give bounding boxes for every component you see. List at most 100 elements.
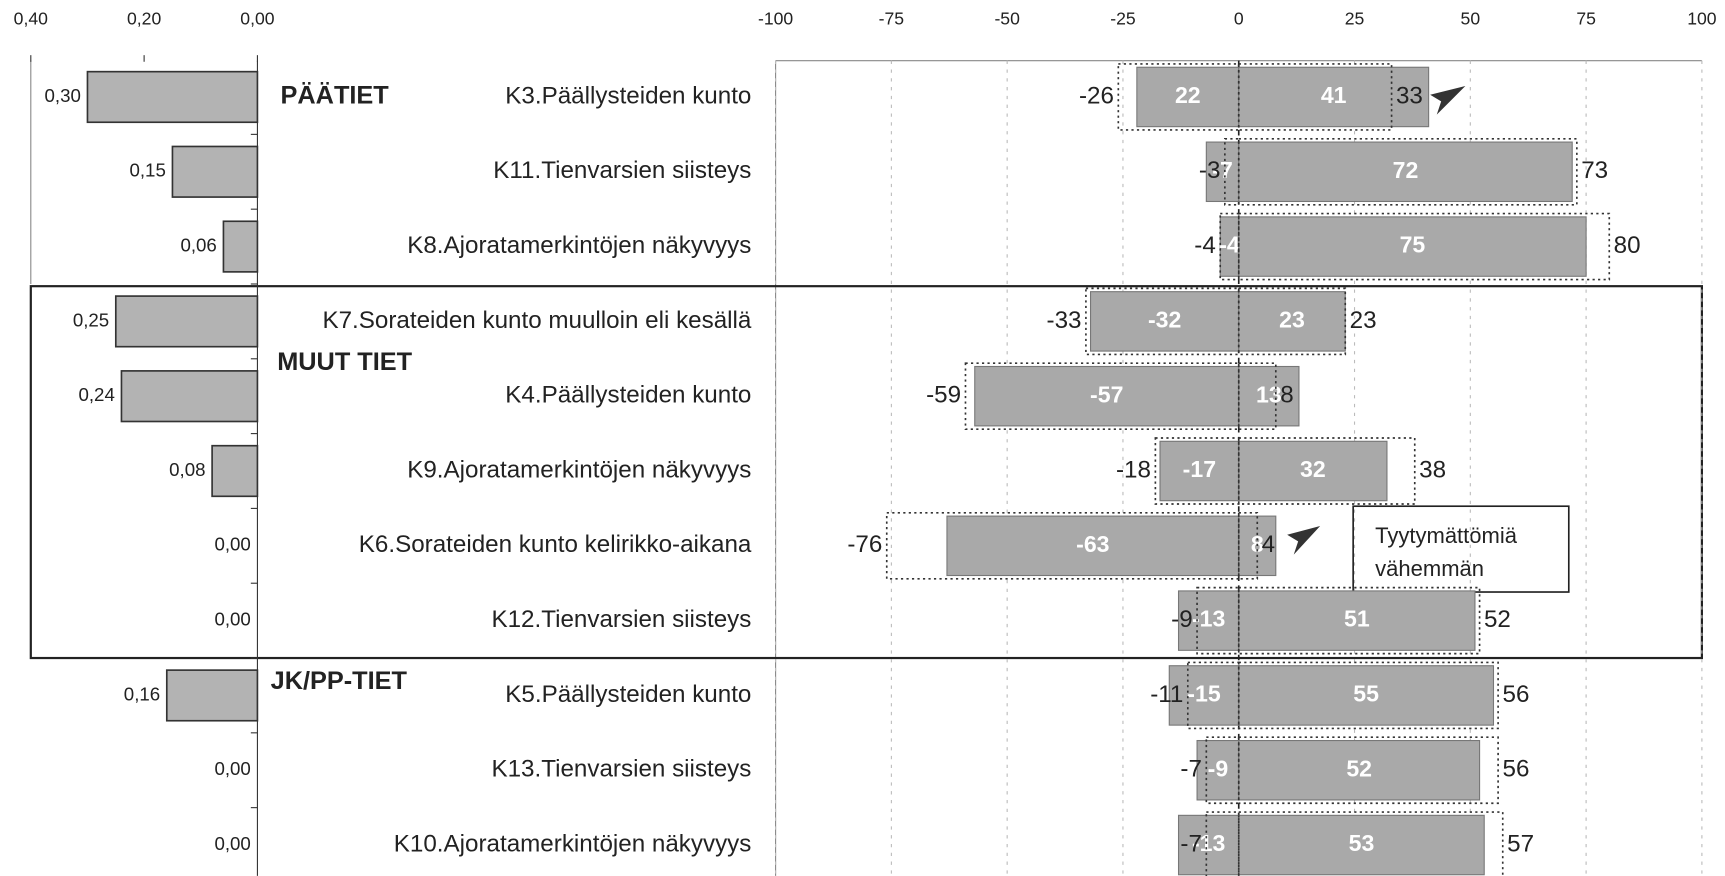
value-label: -13 [1192,830,1226,856]
x-tick-label: -75 [879,9,905,29]
value-label: 55 [1353,681,1379,707]
previous-bar [1237,661,1499,730]
value-label: -9 [1208,755,1229,781]
bar [1168,665,1240,726]
x-tick-label: 100 [1687,9,1717,29]
annotation-box [1352,505,1570,593]
value-label: -11 [1150,681,1183,708]
bar [86,70,259,124]
bar [222,220,259,273]
value-label: 0,25 [73,309,109,330]
category-label: K9.Ajoratamerkintöjen näkyvyys [407,456,751,483]
bar [1238,291,1346,352]
value-label: 22 [1175,82,1201,108]
value-label: -7 [1180,830,1202,857]
value-label: -7 [1180,756,1202,783]
bar [1205,141,1240,203]
x-tick-label: 25 [1345,9,1365,29]
bar [1238,141,1573,203]
arrow [1430,85,1466,115]
value-label: -3 [1199,157,1221,184]
x-tick-label: 50 [1461,9,1481,29]
previous-bar [1237,137,1578,206]
value-label: -63 [1076,531,1110,557]
category-label: K12.Tienvarsien siisteys [491,606,751,633]
bar [171,145,259,198]
value-label: -76 [847,531,882,558]
bar [1089,291,1240,352]
value-label: 4 [1262,531,1275,558]
bar [1238,216,1587,277]
annotation-line: Tyytymättömiä [1375,523,1518,548]
bar [1159,440,1240,502]
value-label: 52 [1484,606,1511,633]
value-label: -4 [1219,232,1240,258]
category-label: K3.Päällysteiden kunto [505,82,751,109]
category-label: K7.Sorateiden kunto muulloin eli kesällä [322,307,751,334]
group-label: PÄÄTIET [281,82,390,110]
bar [974,365,1240,427]
value-label: -7 [1212,157,1233,183]
x-tick-label: 0,00 [240,9,274,29]
category-label: K4.Päällysteiden kunto [505,382,751,409]
bar [120,370,259,423]
bar [1238,590,1476,651]
value-label: 0,08 [169,459,205,480]
value-label: -26 [1079,82,1114,109]
value-label: 0,30 [44,85,80,106]
category-label: K8.Ajoratamerkintöjen näkyvyys [407,232,751,259]
bar [1177,590,1240,651]
group-box [29,285,1703,660]
bar [211,444,259,498]
value-label: 0,16 [124,683,160,704]
value-label: 23 [1279,306,1305,332]
value-label: 0,00 [214,833,250,854]
x-tick-label: 0,40 [14,9,48,29]
x-tick-label: -50 [994,9,1020,29]
value-label: -15 [1187,681,1221,707]
bar [1238,66,1430,128]
value-label: 57 [1507,830,1534,857]
value-label: -18 [1116,456,1151,483]
x-tick-label: 0 [1234,9,1244,29]
value-label: 56 [1503,756,1530,783]
value-label: 52 [1346,755,1372,781]
value-label: 38 [1419,456,1446,483]
bar [114,295,259,348]
value-label: 56 [1503,681,1530,708]
x-tick-label: 0,20 [127,9,161,29]
value-label: 32 [1300,456,1326,482]
value-label: 80 [1614,232,1641,259]
x-tick-label: -25 [1110,9,1136,29]
bar [1238,365,1300,427]
value-label: 0,00 [214,758,250,779]
bar [946,515,1240,577]
previous-bar [1237,511,1259,580]
value-label: -59 [926,382,961,409]
category-label: K5.Päällysteiden kunto [505,681,751,708]
x-tick-label: -100 [758,9,793,29]
value-label: 23 [1350,307,1377,334]
value-label: 75 [1400,232,1426,258]
annotation-line: vähemmän [1375,556,1484,581]
previous-bar [1224,137,1240,206]
category-label: K13.Tienvarsien siisteys [491,756,751,783]
value-label: -4 [1194,232,1216,259]
group-label: MUUT TIET [277,348,412,376]
value-label: 41 [1321,82,1347,108]
value-label: 53 [1349,830,1375,856]
value-label: 0,00 [214,534,250,555]
value-label: -33 [1047,307,1082,334]
value-label: -57 [1090,381,1123,407]
bar [1238,814,1485,876]
previous-bar [1237,212,1611,281]
category-label: K10.Ajoratamerkintöjen näkyvyys [394,830,752,857]
previous-bar [1219,212,1240,281]
value-label: 72 [1393,157,1419,183]
value-label: 13 [1256,381,1282,407]
previous-bar [1237,287,1347,356]
value-label: 0,24 [78,384,114,405]
